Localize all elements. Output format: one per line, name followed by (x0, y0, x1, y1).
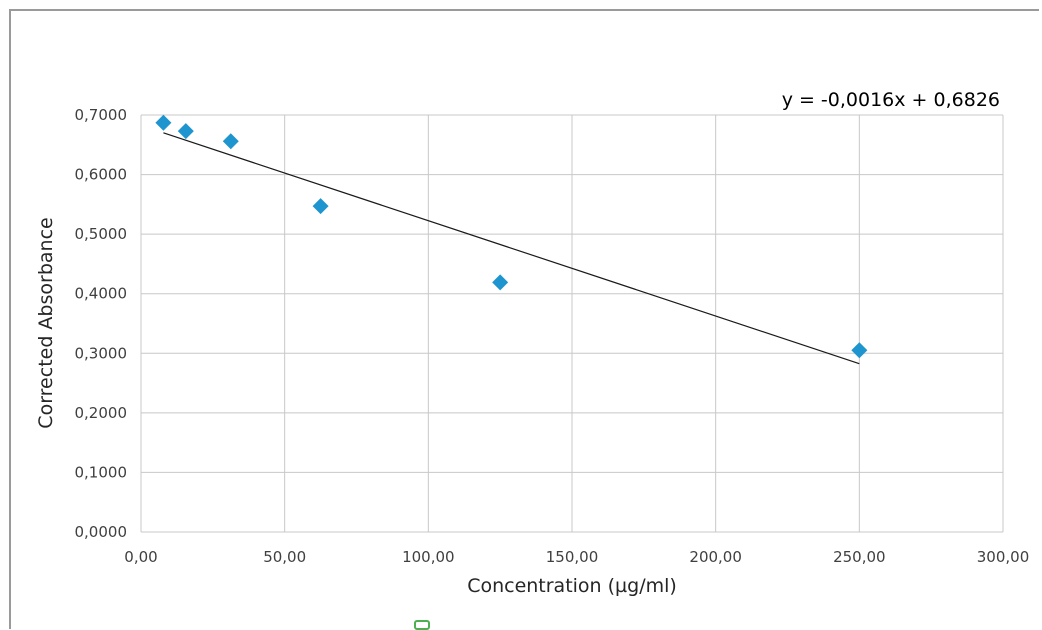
y-tick-label: 0,2000 (75, 404, 128, 422)
data-points (155, 114, 868, 359)
y-axis-title: Corrected Absorbance (35, 217, 57, 428)
data-point (155, 114, 172, 131)
x-tick-label: 150,00 (546, 548, 599, 566)
y-tick-label: 0,1000 (75, 463, 128, 481)
data-point (222, 133, 239, 150)
y-tick-label: 0,4000 (75, 285, 128, 303)
x-tick-label: 0,00 (124, 548, 157, 566)
y-tick-label: 0,3000 (75, 344, 128, 362)
y-tick-labels: 0,0000 0,1000 0,2000 0,3000 0,4000 0,5000 0,60… (75, 106, 128, 541)
data-point (851, 342, 868, 359)
x-tick-label: 50,00 (263, 548, 306, 566)
chart-frame (9, 9, 1039, 629)
y-tick-label: 0,0000 (75, 523, 128, 541)
x-tick-label: 250,00 (833, 548, 886, 566)
x-tick-labels: 0,00 50,00 100,00 150,00 200,00 250,00 300,00 (124, 548, 1029, 566)
y-tick-label: 0,6000 (75, 166, 128, 184)
data-point (312, 198, 329, 215)
y-tick-label: 0,7000 (75, 106, 128, 124)
trendline-equation: y = -0,0016x + 0,6826 (782, 89, 1000, 111)
x-axis-title: Concentration (µg/ml) (467, 575, 677, 597)
data-point (492, 274, 509, 291)
y-tick-label: 0,5000 (75, 225, 128, 243)
grid (140, 114, 1004, 533)
trendline-group (163, 132, 860, 365)
data-point (177, 123, 194, 140)
x-tick-label: 100,00 (402, 548, 455, 566)
green-marker-icon (414, 620, 430, 630)
trendline (163, 132, 860, 365)
x-tick-label: 300,00 (977, 548, 1030, 566)
x-tick-label: 200,00 (689, 548, 742, 566)
